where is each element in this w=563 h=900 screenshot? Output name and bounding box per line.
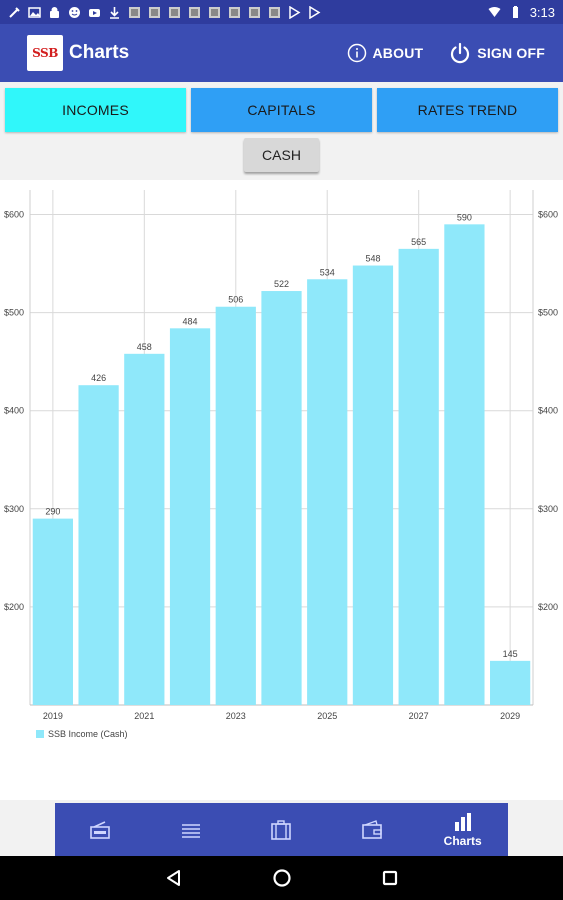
nav-wallet[interactable] — [327, 803, 418, 856]
app-bar: SSB Charts ABOUT SIGN OFF — [0, 24, 563, 82]
info-icon — [347, 43, 366, 63]
status-bar: 3:13 — [0, 0, 563, 24]
bar-2021 — [124, 353, 165, 705]
data-label-2027: 565 — [411, 237, 426, 247]
cash-button[interactable]: CASH — [244, 138, 319, 172]
data-label-2022: 484 — [183, 316, 198, 326]
bottom-navigation: Charts — [55, 803, 508, 856]
data-label-2020: 426 — [91, 373, 106, 383]
nav-charts-label: Charts — [443, 833, 482, 848]
bar-chart: $200 $200 $300 $300 $400 $400 $500 $500 $600 $600… — [4, 190, 558, 739]
youtube-icon — [89, 8, 100, 17]
x-tick-label-2025: 2025 — [317, 711, 337, 721]
data-label-2024: 522 — [274, 279, 289, 289]
sign-off-label: SIGN OFF — [477, 45, 545, 61]
play-store-icon-2 — [309, 5, 321, 19]
about-label: ABOUT — [372, 45, 424, 61]
data-label-2023: 506 — [228, 295, 243, 305]
x-tick-label-2021: 2021 — [134, 711, 154, 721]
y-tick-label-left: $200 — [4, 602, 24, 612]
bar-2023 — [215, 306, 256, 705]
play-store-icon — [289, 5, 301, 19]
x-tick-label-2023: 2023 — [226, 711, 246, 721]
data-label-2028: 590 — [457, 212, 472, 222]
android-icon — [50, 6, 59, 18]
bar-2022 — [169, 328, 211, 705]
tab-capitals[interactable]: CAPITALS — [191, 88, 372, 132]
game-icon-3 — [169, 6, 180, 18]
nav-portfolio[interactable] — [236, 803, 327, 856]
system-navigation-bar — [0, 856, 563, 900]
tab-rates-trend[interactable]: RATES TREND — [377, 88, 558, 132]
game-icon-1 — [129, 6, 140, 18]
data-label-2029: 145 — [503, 649, 518, 659]
image-icon — [28, 6, 41, 18]
page-title: Charts — [69, 42, 130, 63]
y-tick-label-right: $600 — [538, 210, 558, 220]
tools-icon — [9, 6, 20, 18]
bar-2020 — [78, 385, 119, 705]
data-label-2019: 290 — [45, 507, 60, 517]
y-tick-label-left: $400 — [4, 406, 24, 416]
y-tick-label-right: $400 — [538, 406, 558, 416]
data-label-2021: 458 — [137, 342, 152, 352]
x-tick-label-2019: 2019 — [43, 711, 63, 721]
x-tick-label-2027: 2027 — [409, 711, 429, 721]
x-tick-label-2029: 2029 — [500, 711, 520, 721]
game-icon-4 — [189, 6, 200, 18]
game-icon-8 — [269, 6, 280, 18]
battery-icon — [512, 5, 518, 18]
about-button[interactable]: ABOUT — [347, 43, 424, 63]
wifi-icon — [488, 6, 501, 17]
bar-2028 — [444, 224, 485, 706]
y-tick-label-left: $300 — [4, 504, 24, 514]
game-icon-5 — [209, 6, 220, 18]
y-tick-label-right: $500 — [538, 308, 558, 318]
data-label-2025: 534 — [320, 267, 335, 277]
game-icon-2 — [149, 6, 160, 18]
briefcase-icon — [271, 819, 292, 840]
game-icon-6 — [229, 6, 240, 18]
nav-radio[interactable] — [55, 803, 146, 856]
download-icon — [110, 6, 119, 19]
wallet-icon — [362, 819, 382, 839]
nav-charts[interactable]: Charts — [417, 803, 508, 856]
legend-swatch — [36, 730, 44, 738]
game-icon-7 — [249, 6, 260, 18]
clock: 3:13 — [529, 4, 555, 20]
back-icon[interactable] — [165, 869, 183, 887]
bar-chart-icon — [454, 812, 471, 831]
emoji-icon — [69, 6, 80, 18]
bar-2024 — [261, 291, 302, 705]
sign-off-button[interactable]: SIGN OFF — [449, 42, 545, 64]
notification-icons — [8, 5, 321, 19]
bar-2027 — [398, 248, 439, 705]
bar-2019 — [32, 518, 73, 705]
list-icon — [181, 823, 200, 838]
bar-2025 — [307, 279, 348, 705]
bar-2026 — [352, 265, 394, 705]
y-tick-label-right: $300 — [538, 504, 558, 514]
nav-list[interactable] — [146, 803, 237, 856]
y-tick-label-left: $500 — [4, 308, 24, 318]
y-tick-label-right: $200 — [538, 602, 558, 612]
bar-2029 — [490, 660, 531, 705]
income-chart: $200 $200 $300 $300 $400 $400 $500 $500 $600 $600… — [0, 180, 563, 800]
radio-icon — [90, 820, 111, 839]
chart-tabs: INCOMES CAPITALS RATES TREND — [5, 88, 558, 132]
legend-label: SSB Income (Cash) — [48, 729, 128, 739]
power-icon — [451, 42, 470, 64]
home-icon[interactable] — [272, 868, 292, 888]
y-tick-label-left: $600 — [4, 210, 24, 220]
tab-incomes[interactable]: INCOMES — [5, 88, 186, 132]
data-label-2026: 548 — [365, 254, 380, 264]
recents-icon[interactable] — [381, 869, 399, 887]
app-logo: SSB — [27, 35, 63, 71]
